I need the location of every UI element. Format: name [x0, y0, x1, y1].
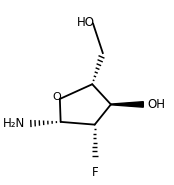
Text: HO: HO	[77, 16, 95, 29]
Text: H₂N: H₂N	[3, 117, 25, 130]
Text: F: F	[91, 166, 98, 179]
Text: O: O	[53, 92, 61, 102]
Text: OH: OH	[147, 98, 165, 111]
Polygon shape	[111, 102, 143, 107]
